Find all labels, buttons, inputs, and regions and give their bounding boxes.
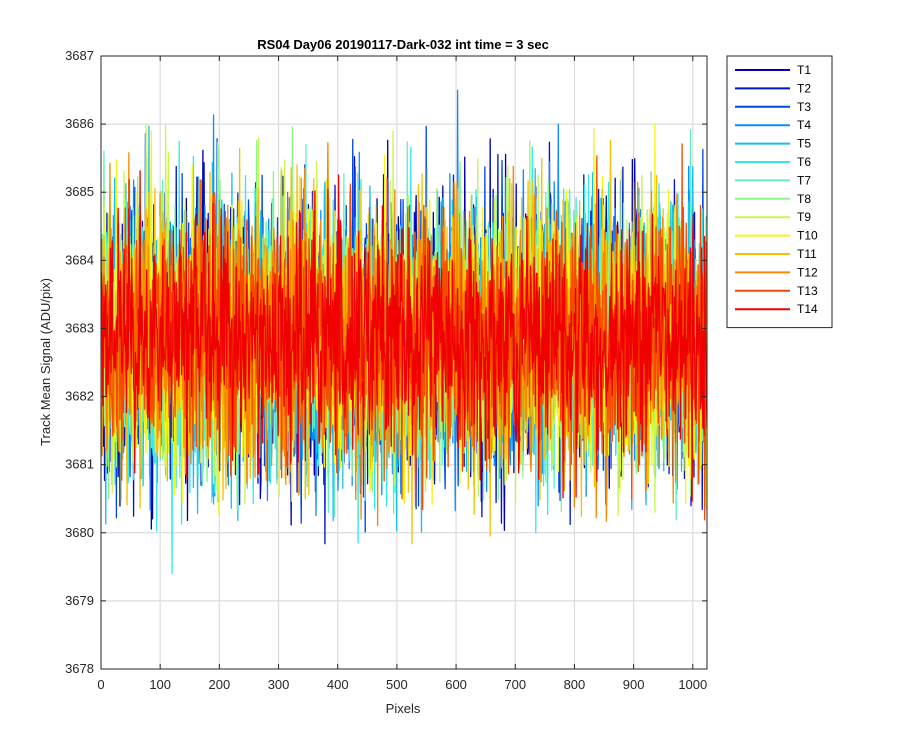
y-tick-label: 3680 (65, 525, 94, 540)
y-tick-label: 3685 (65, 184, 94, 199)
y-tick-label: 3686 (65, 116, 94, 131)
x-tick-label: 0 (97, 677, 104, 692)
y-tick-label: 3683 (65, 320, 94, 335)
legend-label: T8 (797, 192, 811, 206)
x-tick-label: 300 (268, 677, 290, 692)
legend-label: T6 (797, 155, 811, 169)
legend-label: T5 (797, 137, 811, 151)
legend-label: T12 (797, 265, 818, 279)
x-tick-label: 200 (209, 677, 231, 692)
legend-label: T2 (797, 81, 811, 95)
legend-label: T3 (797, 100, 811, 114)
x-tick-label: 500 (386, 677, 408, 692)
legend-label: T13 (797, 284, 818, 298)
x-tick-label: 900 (623, 677, 645, 692)
y-tick-label: 3678 (65, 661, 94, 676)
legend-label: T4 (797, 118, 811, 132)
y-tick-label: 3687 (65, 48, 94, 63)
x-tick-label: 100 (149, 677, 171, 692)
legend: T1 T2 T3 T4 T5 T6 T7 T8 T9 T10 T11 T12 T13 T14 (726, 55, 833, 329)
y-tick-label: 3684 (65, 252, 94, 267)
legend-label: T9 (797, 210, 811, 224)
chart-title: RS04 Day06 20190117-Dark-032 int time = … (257, 37, 549, 52)
series-line-t13 (101, 143, 707, 521)
x-tick-label: 700 (504, 677, 526, 692)
x-axis-label: Pixels (386, 701, 421, 716)
legend-label: T14 (797, 302, 818, 316)
y-tick-label: 3681 (65, 457, 94, 472)
x-tick-label: 1000 (678, 677, 707, 692)
legend-label: T7 (797, 173, 811, 187)
y-tick-label: 3679 (65, 593, 94, 608)
y-tick-label: 3682 (65, 389, 94, 404)
series-lines (101, 89, 707, 575)
x-tick-label: 600 (445, 677, 467, 692)
series-line-t14 (101, 170, 707, 502)
y-axis-label: Track Mean Signal (ADU/pix) (38, 278, 53, 446)
x-tick-label: 800 (564, 677, 586, 692)
legend-box (726, 55, 833, 329)
plot-frame (100, 55, 708, 670)
legend-label: T11 (797, 247, 817, 261)
legend-label: T10 (797, 229, 818, 243)
legend-label: T1 (797, 63, 811, 77)
x-tick-label: 400 (327, 677, 349, 692)
axis-ticks: 0 100 200 300 400 500 600 700 800 900 1000 3678 3679… (65, 48, 707, 692)
